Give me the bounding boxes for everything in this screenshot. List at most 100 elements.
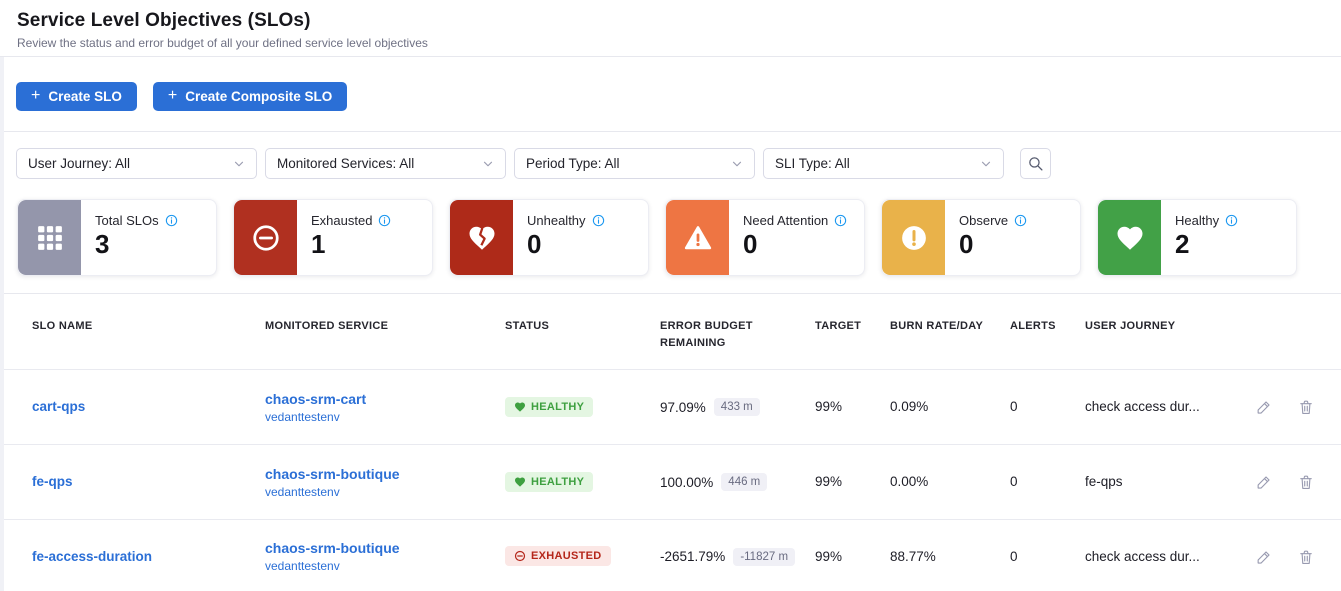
heart-icon bbox=[515, 402, 525, 412]
plus-icon: + bbox=[167, 87, 178, 104]
slo-name-link[interactable]: fe-qps bbox=[32, 474, 73, 489]
left-edge-strip bbox=[0, 57, 4, 591]
summary-card-exhausted: Exhausted 1 bbox=[233, 199, 433, 276]
table-row[interactable]: fe-qps chaos-srm-boutique vedanttestenv … bbox=[0, 444, 1341, 519]
summary-card-observe: Observe 0 bbox=[881, 199, 1081, 276]
search-icon bbox=[1029, 157, 1043, 171]
summary-card-healthy: Healthy 2 bbox=[1097, 199, 1297, 276]
col-header-target: TARGET bbox=[815, 320, 862, 332]
slo-name-link[interactable]: cart-qps bbox=[32, 399, 86, 414]
col-header-burn-rate: BURN RATE/DAY bbox=[890, 320, 984, 332]
card-value: 3 bbox=[95, 229, 110, 259]
card-label: Exhausted bbox=[311, 213, 373, 228]
status-badge: HEALTHY bbox=[505, 396, 594, 417]
card-label: Unhealthy bbox=[527, 213, 586, 228]
table-row[interactable]: cart-qps chaos-srm-cart vedanttestenv HE… bbox=[0, 369, 1341, 444]
card-label: Need Attention bbox=[743, 213, 829, 228]
col-header-status: STATUS bbox=[505, 320, 550, 332]
plus-icon: + bbox=[31, 87, 41, 104]
period-type-filter[interactable]: Period Type: All bbox=[514, 148, 755, 179]
broken-heart-icon bbox=[469, 226, 494, 250]
info-icon[interactable] bbox=[378, 214, 391, 227]
burn-rate-value: 88.77% bbox=[890, 548, 936, 564]
summary-cards: Total SLOs 3 Exhausted 1 Unhealth bbox=[0, 191, 1341, 294]
minus-circle-icon bbox=[252, 224, 279, 251]
status-badge: HEALTHY bbox=[505, 471, 594, 492]
alerts-count: 0 bbox=[1010, 548, 1018, 564]
heart-icon bbox=[1117, 226, 1142, 250]
col-header-monitored-service: MONITORED SERVICE bbox=[265, 320, 389, 332]
monitored-service-link[interactable]: chaos-srm-cart bbox=[265, 390, 367, 407]
page-title: Service Level Objectives (SLOs) bbox=[17, 10, 311, 31]
status-label: HEALTHY bbox=[531, 475, 585, 488]
info-icon[interactable] bbox=[592, 214, 605, 227]
sli-type-filter[interactable]: SLI Type: All bbox=[763, 148, 1004, 179]
col-header-alerts: ALERTS bbox=[1010, 320, 1056, 332]
environment-link[interactable]: vedanttestenv bbox=[265, 484, 340, 499]
summary-card-need-attention: Need Attention 0 bbox=[665, 199, 865, 276]
grid-icon bbox=[37, 225, 62, 250]
create-composite-slo-label: Create Composite SLO bbox=[185, 89, 333, 104]
card-label: Observe bbox=[959, 213, 1009, 228]
target-value: 99% bbox=[815, 399, 843, 414]
period-type-filter-value: Period Type: All bbox=[526, 156, 620, 171]
user-journey-filter[interactable]: User Journey: All bbox=[16, 148, 257, 179]
edit-icon[interactable] bbox=[1255, 473, 1273, 491]
card-value: 0 bbox=[743, 229, 758, 259]
user-journey-value: fe-qps bbox=[1085, 474, 1123, 489]
error-budget-percent: 100.00% bbox=[660, 474, 714, 490]
col-header-slo-name: SLO NAME bbox=[32, 320, 93, 332]
chevron-down-icon bbox=[981, 161, 991, 166]
info-icon[interactable] bbox=[1225, 214, 1238, 227]
card-label: Total SLOs bbox=[95, 213, 159, 228]
search-button[interactable] bbox=[1020, 148, 1051, 179]
create-slo-button[interactable]: + Create SLO bbox=[16, 82, 137, 111]
user-journey-filter-value: User Journey: All bbox=[28, 156, 131, 171]
edit-icon[interactable] bbox=[1255, 548, 1273, 566]
table-header-row: SLO NAME MONITORED SERVICE STATUS ERROR … bbox=[0, 294, 1341, 369]
error-budget-minutes-badge: 433 m bbox=[713, 398, 760, 416]
info-icon[interactable] bbox=[1014, 214, 1027, 227]
info-icon[interactable] bbox=[165, 214, 178, 227]
error-budget-minutes-badge: 446 m bbox=[721, 473, 768, 491]
slo-table: SLO NAME MONITORED SERVICE STATUS ERROR … bbox=[0, 294, 1341, 591]
card-value: 1 bbox=[311, 229, 326, 259]
card-value: 2 bbox=[1175, 229, 1190, 259]
edit-icon[interactable] bbox=[1255, 398, 1273, 416]
table-row[interactable]: fe-access-duration chaos-srm-boutique ve… bbox=[0, 519, 1341, 591]
environment-link[interactable]: vedanttestenv bbox=[265, 559, 340, 573]
environment-link[interactable]: vedanttestenv bbox=[265, 409, 340, 424]
target-value: 99% bbox=[815, 548, 843, 564]
info-icon[interactable] bbox=[834, 214, 847, 227]
monitored-service-link[interactable]: chaos-srm-boutique bbox=[265, 465, 400, 482]
delete-icon[interactable] bbox=[1297, 548, 1315, 566]
status-label: HEALTHY bbox=[531, 400, 585, 413]
alerts-count: 0 bbox=[1010, 474, 1018, 489]
error-budget-percent: -2651.79% bbox=[660, 549, 726, 564]
card-value: 0 bbox=[527, 229, 542, 259]
heart-icon bbox=[515, 477, 525, 487]
create-slo-label: Create SLO bbox=[48, 89, 122, 104]
toolbar: + Create SLO + Create Composite SLO bbox=[0, 57, 1341, 132]
slo-name-link[interactable]: fe-access-duration bbox=[32, 548, 153, 564]
error-budget-percent: 97.09% bbox=[660, 399, 706, 415]
status-label: EXHAUSTED bbox=[531, 550, 602, 562]
chevron-down-icon bbox=[483, 161, 493, 166]
status-badge: EXHAUSTED bbox=[505, 546, 611, 566]
delete-icon[interactable] bbox=[1297, 473, 1315, 491]
delete-icon[interactable] bbox=[1297, 398, 1315, 416]
page-subtitle: Review the status and error budget of al… bbox=[17, 36, 428, 50]
target-value: 99% bbox=[815, 474, 843, 489]
monitored-services-filter[interactable]: Monitored Services: All bbox=[265, 148, 506, 179]
card-value: 0 bbox=[959, 229, 974, 259]
user-journey-value: check access dur... bbox=[1085, 399, 1200, 414]
monitored-service-link[interactable]: chaos-srm-boutique bbox=[265, 540, 400, 556]
create-composite-slo-button[interactable]: + Create Composite SLO bbox=[152, 82, 348, 111]
burn-rate-value: 0.09% bbox=[890, 399, 929, 414]
page-header: Service Level Objectives (SLOs) Review t… bbox=[0, 0, 1341, 57]
filter-bar: User Journey: All Monitored Services: Al… bbox=[0, 132, 1341, 191]
minus-circle-icon bbox=[514, 550, 526, 562]
alerts-count: 0 bbox=[1010, 399, 1018, 414]
error-budget-minutes-badge: -11827 m bbox=[733, 547, 796, 566]
chevron-down-icon bbox=[732, 161, 742, 166]
